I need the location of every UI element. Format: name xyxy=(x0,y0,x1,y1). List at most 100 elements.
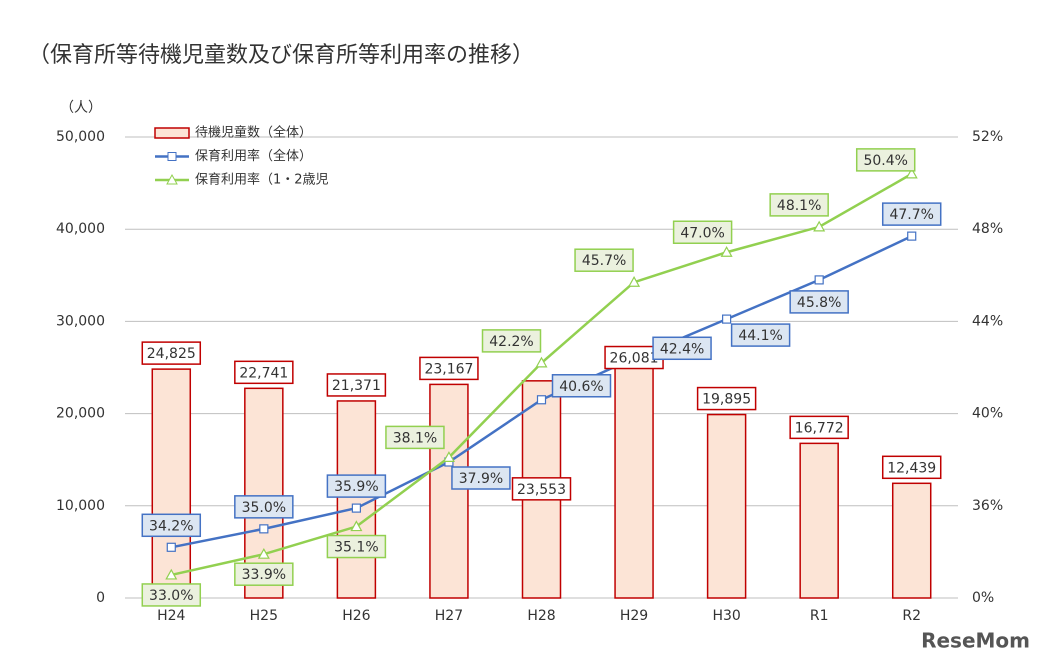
data-label: 22,741 xyxy=(239,365,288,381)
data-label: 16,772 xyxy=(795,420,844,436)
data-label-box xyxy=(419,356,479,381)
marker xyxy=(350,520,363,532)
x-tick-label: H29 xyxy=(620,608,648,624)
legend-swatch xyxy=(154,127,190,139)
data-label-box xyxy=(141,583,202,607)
data-label: 35.9% xyxy=(334,479,378,495)
data-label: 48.1% xyxy=(777,198,821,214)
y-tick-label: 50,000 xyxy=(56,129,105,145)
legend-label: 保育利用率（1・2歳児 xyxy=(195,172,329,188)
data-label: 24,825 xyxy=(147,346,196,362)
legend-marker xyxy=(166,173,178,185)
data-label-box xyxy=(769,193,829,217)
y2-tick-label: 48% xyxy=(972,221,1003,237)
data-label-box xyxy=(855,148,916,172)
x-tick-label: R1 xyxy=(810,608,829,624)
data-label-box xyxy=(881,455,942,480)
legend-label: 保育利用率（全体） xyxy=(195,148,312,164)
watermark: ReseMom xyxy=(921,629,1030,653)
data-label-box xyxy=(789,290,849,314)
data-label-box xyxy=(789,415,849,440)
marker xyxy=(442,451,455,462)
marker xyxy=(720,246,733,257)
x-tick-label: H25 xyxy=(250,608,278,624)
bar xyxy=(706,413,747,599)
y2-tick-label: 36% xyxy=(972,498,1003,514)
data-label-box xyxy=(326,474,387,498)
legend-marker xyxy=(167,152,177,161)
x-tick-label: H26 xyxy=(342,608,370,624)
marker xyxy=(813,220,826,232)
data-label-box xyxy=(652,336,712,361)
data-label: 34.2% xyxy=(149,518,193,534)
x-tick-label: H27 xyxy=(435,608,463,624)
x-tick-label: H28 xyxy=(527,608,555,624)
x-tick-label: H30 xyxy=(712,608,740,624)
data-label: 45.7% xyxy=(582,253,626,269)
data-label: 47.7% xyxy=(889,207,933,223)
marker xyxy=(257,547,270,559)
marker xyxy=(165,568,178,580)
marker xyxy=(905,167,918,179)
y2-tick-label: 52% xyxy=(972,129,1003,145)
data-label-box xyxy=(385,425,445,450)
data-label: 33.9% xyxy=(242,567,286,583)
data-label: 42.2% xyxy=(489,334,533,350)
marker xyxy=(351,503,361,513)
data-label-box xyxy=(574,248,634,272)
marker xyxy=(907,231,917,241)
data-label: 35.0% xyxy=(242,500,286,516)
data-label-box xyxy=(881,202,942,226)
data-label: 42.4% xyxy=(660,341,704,357)
x-tick-label: H24 xyxy=(157,608,185,624)
y2-tick-label: 40% xyxy=(972,406,1003,422)
data-label-box xyxy=(234,495,294,519)
data-label: 33.0% xyxy=(149,588,193,604)
legend-label: 待機児童数（全体） xyxy=(195,125,312,141)
data-label: 45.8% xyxy=(797,295,841,311)
bar xyxy=(614,356,654,599)
marker xyxy=(722,314,732,324)
marker xyxy=(536,395,547,405)
data-label-box xyxy=(326,373,387,397)
data-label: 40.6% xyxy=(559,379,603,395)
data-label: 23,553 xyxy=(517,482,566,498)
data-label-box xyxy=(141,341,202,365)
y-axis-label: （人） xyxy=(60,100,102,116)
data-label-box xyxy=(481,329,542,353)
y-tick-label: 30,000 xyxy=(56,313,105,329)
bar xyxy=(891,482,932,599)
marker xyxy=(166,542,176,552)
y-tick-label: 40,000 xyxy=(56,221,105,237)
data-label: 12,439 xyxy=(887,460,936,476)
y2-tick-label: 44% xyxy=(972,313,1003,329)
data-label: 23,167 xyxy=(424,361,473,377)
data-label-box xyxy=(730,323,791,347)
data-label: 35.1% xyxy=(334,540,378,556)
data-label: 26,081 xyxy=(610,351,659,367)
data-label-box xyxy=(141,513,202,538)
data-label-box xyxy=(234,562,294,586)
data-label-box xyxy=(696,386,757,411)
bar xyxy=(429,383,469,599)
bar xyxy=(799,442,839,599)
marker xyxy=(535,356,548,368)
y-tick-label: 10,000 xyxy=(56,498,105,514)
data-label-box xyxy=(672,220,733,244)
marker xyxy=(628,275,641,287)
data-label-box xyxy=(234,360,294,385)
data-label: 47.0% xyxy=(680,225,724,241)
data-label: 19,895 xyxy=(702,392,751,408)
marker xyxy=(259,524,269,534)
data-label: 50.4% xyxy=(863,153,907,169)
bar xyxy=(151,368,192,599)
bar xyxy=(336,400,377,599)
data-label-box xyxy=(511,477,572,501)
data-label: 44.1% xyxy=(738,328,782,344)
data-label: 38.1% xyxy=(393,430,437,446)
data-label: 21,371 xyxy=(332,378,381,394)
x-tick-label: R2 xyxy=(902,608,921,624)
y-tick-label: 0 xyxy=(96,590,105,606)
